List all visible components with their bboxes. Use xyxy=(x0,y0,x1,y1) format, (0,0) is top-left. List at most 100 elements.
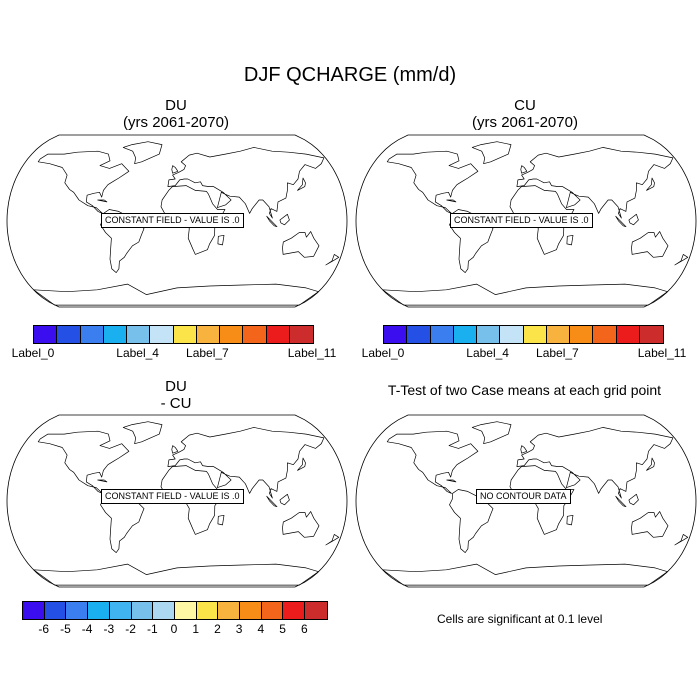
coastline xyxy=(33,283,319,306)
main-title: DJF QCHARGE (mm/d) xyxy=(243,64,457,86)
coastline xyxy=(167,427,325,499)
colorbar-label: -6 xyxy=(38,622,50,636)
coastline xyxy=(167,147,325,219)
map-panel-diff: CONSTANT FIELD - VALUE IS .0 xyxy=(5,413,349,588)
colorbar-cell xyxy=(153,602,175,619)
colorbar-cell xyxy=(384,326,408,343)
colorbar-label: 4 xyxy=(257,622,265,636)
coastline xyxy=(122,421,163,445)
no-contour-data-label: NO CONTOUR DATA xyxy=(476,489,571,504)
coastline xyxy=(566,514,574,526)
colorbar-du xyxy=(33,325,314,344)
panel-diff-title-line2: - CU xyxy=(160,395,192,412)
colorbar-cell xyxy=(477,326,501,343)
colorbar-label: Label_4 xyxy=(466,346,509,360)
colorbar-cell xyxy=(127,326,151,343)
colorbar-cell xyxy=(523,326,547,343)
coastline xyxy=(446,199,457,203)
colorbar-cell xyxy=(430,326,454,343)
coastline xyxy=(382,283,668,306)
coastline xyxy=(122,141,163,165)
panel-cu-title-line2: (yrs 2061-2070) xyxy=(472,114,578,131)
colorbar-diff xyxy=(22,601,328,620)
colorbar-cell xyxy=(23,602,45,619)
colorbar-label: -4 xyxy=(81,622,93,636)
panel-ttest-title: T-Test of two Case means at each grid po… xyxy=(387,382,662,398)
coastline xyxy=(33,563,319,586)
colorbar-cell xyxy=(500,326,524,343)
coastline xyxy=(297,177,306,191)
colorbar-cell xyxy=(240,602,262,619)
panel-diff-title: DU - CU xyxy=(76,378,276,412)
colorbar-label: Label_0 xyxy=(11,346,55,360)
colorbar-label: 6 xyxy=(300,622,308,636)
colorbar-cell xyxy=(34,326,58,343)
coastline xyxy=(631,511,669,538)
colorbar-cell xyxy=(305,602,327,619)
coastline xyxy=(628,493,639,506)
coastline xyxy=(516,147,674,219)
coastline xyxy=(520,445,528,454)
coastline xyxy=(520,165,528,174)
coastline xyxy=(217,514,225,526)
coastline xyxy=(297,457,306,471)
coastline xyxy=(282,231,320,258)
panel-diff-title-line1: DU xyxy=(165,378,187,395)
colorbar-cell xyxy=(80,326,104,343)
colorbar-label: -2 xyxy=(125,622,136,636)
colorbar-cu xyxy=(383,325,664,344)
map-boundary xyxy=(355,134,697,308)
colorbar-cell xyxy=(131,602,154,619)
significance-note: Cells are significant at 0.1 level xyxy=(437,612,603,626)
map-panel-ttest: NO CONTOUR DATA xyxy=(354,413,698,588)
colorbar-cell xyxy=(593,326,617,343)
coastline xyxy=(171,445,179,454)
colorbar-label: -1 xyxy=(146,622,158,636)
panel-cu-title: CU (yrs 2061-2070) xyxy=(425,97,625,131)
colorbar-label: 0 xyxy=(170,622,178,636)
map-boundary xyxy=(6,414,348,588)
colorbar-cell xyxy=(174,602,197,619)
coastline xyxy=(325,254,340,266)
colorbar-cell xyxy=(283,602,306,619)
panel-du-title-line1: DU xyxy=(165,97,187,114)
colorbar-label: -3 xyxy=(103,622,115,636)
map-boundary xyxy=(355,414,697,588)
coastline xyxy=(266,495,278,508)
coastline xyxy=(386,430,479,494)
colorbar-label: 3 xyxy=(235,622,243,636)
coastline xyxy=(279,493,290,506)
map-panel-cu: CONSTANT FIELD - VALUE IS .0 xyxy=(354,133,698,308)
coastline xyxy=(97,479,108,483)
coastline xyxy=(516,427,674,499)
colorbar-label: Label_4 xyxy=(116,346,159,360)
constant-field-label: CONSTANT FIELD - VALUE IS .0 xyxy=(101,489,244,504)
coastline xyxy=(631,231,669,258)
colorbar-cell xyxy=(546,326,570,343)
coastline xyxy=(646,457,655,471)
coastline xyxy=(446,479,457,483)
coastline xyxy=(266,215,278,228)
coastline xyxy=(37,150,130,214)
colorbar-cell xyxy=(616,326,640,343)
colorbar-cell xyxy=(103,326,127,343)
coastline xyxy=(471,421,512,445)
colorbar-label: -5 xyxy=(60,622,71,636)
coastline xyxy=(646,177,655,191)
coastline xyxy=(471,141,512,165)
colorbar-cell xyxy=(109,602,132,619)
colorbar-cell xyxy=(88,602,110,619)
colorbar-label: 5 xyxy=(279,622,286,636)
panel-cu-title-line1: CU xyxy=(514,97,536,114)
coastline xyxy=(566,234,574,246)
colorbar-cell xyxy=(57,326,81,343)
colorbar-cell xyxy=(639,326,663,343)
coastline xyxy=(628,213,639,226)
coastline xyxy=(386,150,479,214)
colorbar-cell xyxy=(150,326,174,343)
colorbar-label: Label_7 xyxy=(536,346,579,360)
colorbar-cell xyxy=(453,326,477,343)
panel-du-title-line2: (yrs 2061-2070) xyxy=(123,114,229,131)
map-panel-du: CONSTANT FIELD - VALUE IS .0 xyxy=(5,133,349,308)
coastline xyxy=(615,215,627,228)
